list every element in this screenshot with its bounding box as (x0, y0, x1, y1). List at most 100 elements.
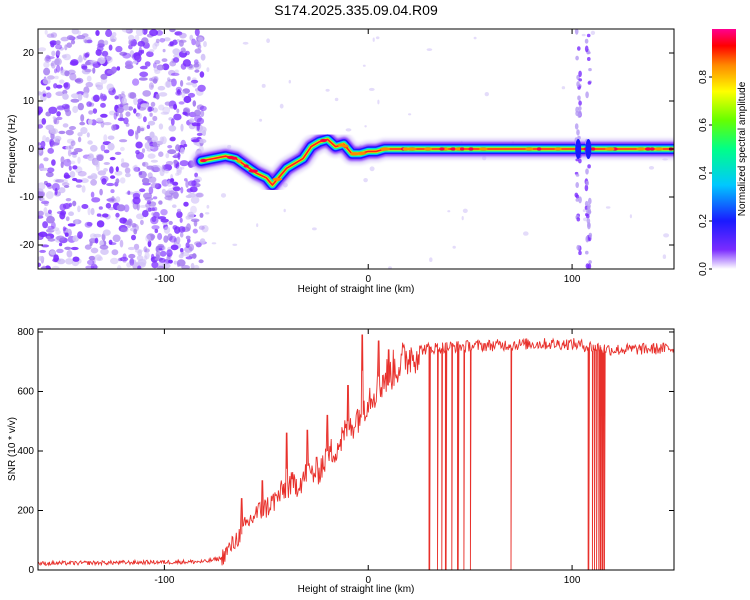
noise-blob (70, 246, 79, 251)
noise-blob (164, 101, 171, 106)
noise-blob (86, 75, 92, 82)
noise-blob (167, 79, 175, 82)
noise-blob (63, 174, 71, 179)
noise-blob (177, 152, 181, 160)
spectrogram-x-ticks: -100 0 100 (154, 29, 581, 285)
y-tick-label: -20 (20, 240, 35, 251)
snr-plot-area (38, 329, 674, 570)
noise-blob (142, 29, 148, 35)
noise-blob (146, 124, 151, 129)
noise-blob (168, 259, 173, 264)
noise-blob (195, 192, 204, 198)
noise-blob (194, 48, 202, 54)
noise-blob (100, 102, 106, 108)
noise-blob (150, 182, 159, 189)
noise-speck (372, 37, 375, 42)
noise-blob (194, 29, 200, 37)
noise-blob (176, 236, 181, 244)
noise-blob (192, 100, 197, 107)
noise-blob (94, 160, 100, 168)
noise-blob (70, 98, 80, 103)
noise-speck (345, 128, 352, 132)
spike-blob (587, 51, 591, 55)
noise-speck (206, 67, 210, 72)
noise-blob (117, 265, 122, 269)
carrier-hotspot (525, 147, 534, 151)
noise-blob (139, 65, 148, 70)
spike-blob (578, 78, 582, 82)
noise-blob (105, 29, 113, 37)
noise-blob (138, 171, 143, 176)
noise-blob (134, 249, 143, 253)
noise-speck (206, 204, 210, 209)
noise-blob (203, 41, 207, 48)
noise-blob (170, 244, 179, 251)
noise-blob (179, 248, 184, 253)
noise-blob (56, 248, 64, 254)
snr-panel: -100 0 100 0 200 400 600 800 Height of straigh… (7, 327, 675, 595)
noise-blob (169, 136, 176, 142)
noise-blob (173, 159, 178, 164)
spike-blob (586, 218, 591, 224)
spike-blob (584, 184, 589, 192)
x-tick-label: -100 (154, 575, 174, 586)
noise-blob (96, 43, 105, 48)
snr-y-label: SNR (10 * v/v) (7, 417, 18, 481)
noise-blob (119, 256, 129, 262)
noise-blob (128, 34, 135, 41)
noise-blob (92, 174, 98, 179)
noise-blob (151, 216, 157, 223)
noise-blob (99, 240, 104, 247)
noise-blob (109, 242, 117, 246)
noise-blob (193, 63, 200, 68)
noise-blob (131, 52, 141, 61)
noise-blob (140, 127, 145, 132)
noise-blob (151, 261, 159, 269)
noise-blob (199, 212, 204, 218)
noise-blob (97, 39, 106, 48)
noise-blob (188, 118, 195, 123)
noise-blob (75, 77, 84, 84)
noise-blob (148, 82, 154, 90)
noise-speck (408, 113, 412, 116)
noise-blob (179, 232, 184, 238)
noise-blob (165, 80, 171, 88)
noise-blob (182, 59, 191, 67)
noise-speck (462, 208, 468, 213)
noise-blob (100, 93, 107, 102)
noise-blob (69, 126, 76, 130)
noise-blob (47, 225, 55, 230)
noise-blob (173, 260, 178, 265)
noise-blob (158, 92, 168, 97)
noise-blob (40, 197, 45, 202)
noise-blob (158, 123, 164, 130)
noise-blob (100, 175, 109, 183)
noise-blob (158, 257, 166, 263)
spectrogram-y-ticks: -20 -10 0 10 20 (20, 48, 674, 251)
noise-blob (133, 228, 138, 235)
noise-blob (56, 235, 65, 241)
spike-blob (578, 106, 582, 111)
noise-blob (123, 117, 129, 125)
noise-blob (150, 159, 158, 163)
colorbar-ticks: 0.0 0.2 0.4 0.6 0.8 (698, 70, 712, 276)
noise-speck (242, 41, 249, 45)
noise-blob (147, 146, 155, 150)
noise-blob (187, 238, 191, 243)
spike-blob (585, 250, 589, 255)
noise-speck (364, 125, 367, 128)
noise-blob (141, 148, 146, 153)
noise-blob (115, 217, 119, 220)
noise-blob (172, 204, 177, 208)
noise-blob (191, 122, 199, 127)
noise-blob (60, 36, 69, 42)
noise-speck (375, 36, 380, 40)
noise-blob (142, 90, 152, 97)
noise-blob (112, 234, 121, 243)
noise-speck (426, 48, 433, 51)
noise-blob (116, 66, 121, 71)
noise-blob (180, 147, 185, 155)
noise-blob (80, 127, 88, 134)
noise-speck (377, 99, 380, 105)
noise-blob (132, 78, 140, 86)
